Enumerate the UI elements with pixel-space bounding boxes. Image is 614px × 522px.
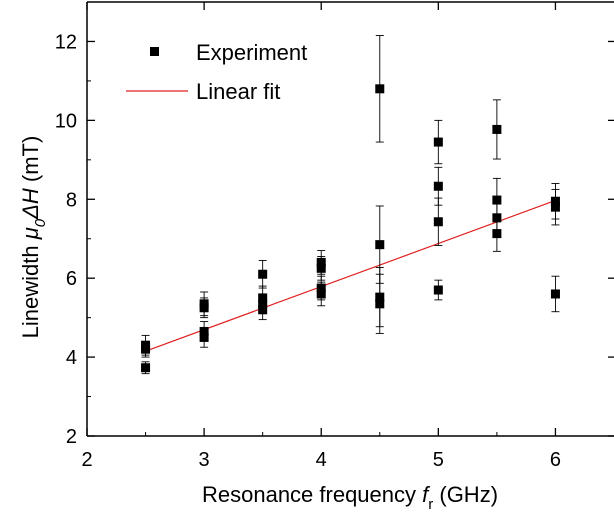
data-point	[141, 344, 151, 354]
x-axis-title: Resonance frequency fr (GHz)	[202, 482, 498, 513]
data-point	[550, 202, 560, 212]
y-tick-label: 8	[66, 189, 77, 211]
legend-label-linear-fit: Linear fit	[196, 79, 280, 104]
data-point	[433, 181, 443, 191]
data-point	[492, 229, 502, 239]
data-point	[433, 285, 443, 295]
x-tick-label: 4	[316, 449, 327, 471]
data-point	[492, 124, 502, 134]
legend-label-experiment: Experiment	[196, 40, 307, 65]
data-point	[433, 137, 443, 147]
y-tick-label: 12	[55, 31, 77, 53]
x-tick-label: 3	[199, 449, 210, 471]
data-point	[375, 299, 385, 309]
data-point	[316, 289, 326, 299]
data-point	[199, 303, 209, 313]
data-point	[258, 269, 268, 279]
legend-marker-experiment	[150, 47, 159, 56]
x-tick-label: 6	[550, 449, 561, 471]
x-tick-label: 5	[433, 449, 444, 471]
y-tick-label: 6	[66, 268, 77, 290]
legend: Experiment Linear fit	[126, 40, 307, 104]
x-tick-label: 2	[81, 449, 92, 471]
data-point	[375, 84, 385, 94]
y-axis-title: Linewidth μ0ΔH (mT)	[18, 136, 49, 339]
y-tick-label: 4	[66, 347, 77, 369]
data-point	[433, 217, 443, 227]
data-point	[550, 289, 560, 299]
linear-fit-line	[145, 199, 556, 352]
y-tick-label: 2	[66, 426, 77, 448]
data-point	[258, 305, 268, 315]
y-tick-label: 10	[55, 110, 77, 132]
plot-area: 2 3 4 5 6 2 4 6 8 10 12	[55, 1, 614, 471]
data-point	[375, 240, 385, 250]
data-point	[141, 363, 151, 373]
data-point	[316, 263, 326, 273]
data-point	[199, 332, 209, 342]
